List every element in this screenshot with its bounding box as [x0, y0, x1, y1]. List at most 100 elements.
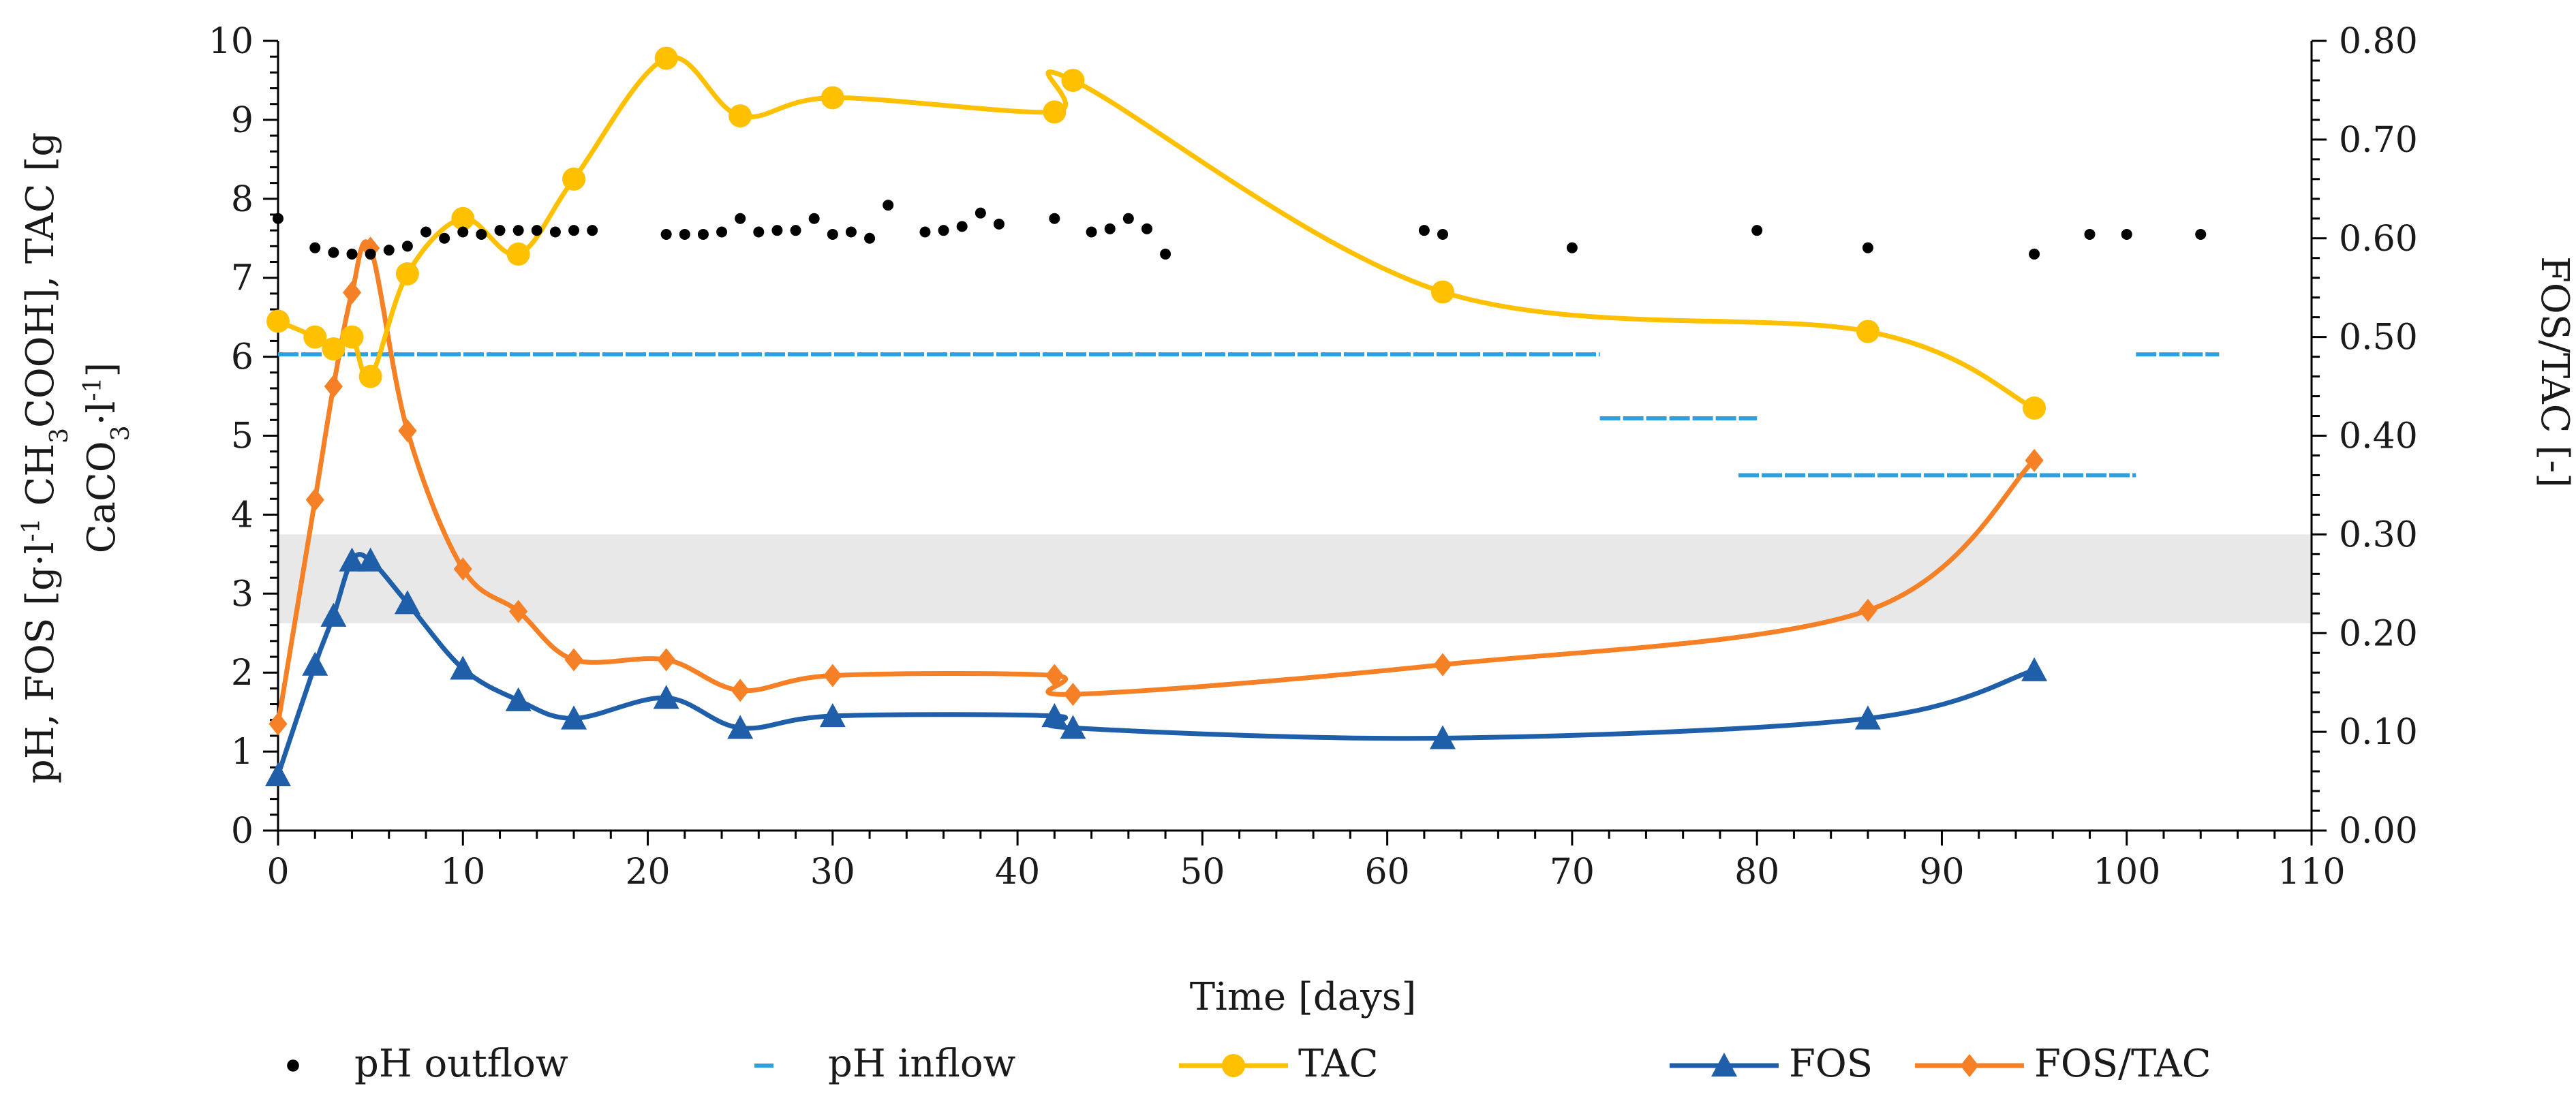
ph-outflow-point: [975, 207, 986, 219]
y-axis-left-title-part: -1: [79, 377, 107, 401]
fos-tac-point: [509, 600, 528, 623]
fos-point: [819, 702, 846, 728]
fos-tac-point: [324, 375, 343, 399]
ph-outflow-point: [383, 245, 395, 256]
y-right-tick-label: 0.00: [2339, 811, 2418, 852]
fos-tac-point: [731, 679, 750, 702]
ph-outflow-point: [919, 226, 931, 238]
fos-tac-point: [1045, 664, 1064, 687]
y-axis-left-title-part: 3: [46, 428, 74, 444]
y-axis-right-title: FOS/TAC [-]: [2532, 256, 2576, 488]
fos-point: [2021, 657, 2048, 681]
y-axis-left-title-part: -1: [18, 518, 46, 542]
ph-outflow-point: [808, 213, 820, 224]
ph-outflow-point: [2195, 228, 2207, 240]
x-axis-title: Time [days]: [1190, 975, 1417, 1019]
y-left-tick-label: 4: [231, 495, 254, 536]
ph-outflow-point: [420, 226, 432, 238]
legend-item-fos: FOS: [1670, 1042, 1873, 1086]
fos-point: [653, 685, 679, 709]
fos-point: [561, 705, 587, 730]
ph-outflow-point: [864, 232, 876, 244]
ph-outflow-point: [883, 200, 894, 211]
ph-outflow-point: [1751, 225, 1763, 236]
fos-tac-point: [305, 488, 324, 512]
tac-point: [1061, 68, 1085, 92]
fos-point: [450, 655, 476, 680]
ph-outflow-point: [1566, 242, 1578, 253]
legend-item-fos-tac: FOS/TAC: [1915, 1042, 2211, 1086]
y-right-tick-label: 0.40: [2339, 416, 2418, 457]
legend-label: FOS/TAC: [2034, 1042, 2211, 1086]
ph-outflow-point: [401, 241, 413, 252]
y-left-tick-label: 9: [231, 100, 254, 141]
y-left-tick-label: 3: [231, 574, 254, 615]
ph-outflow-point: [2121, 228, 2132, 240]
ph-outflow-point: [938, 225, 949, 236]
fos-tac-point: [1063, 683, 1083, 707]
legend: pH outflow pH inflow TAC FOS FOS/TAC: [287, 1042, 2211, 1086]
ph-outflow-point: [1086, 226, 1097, 238]
y-right-tick-label: 0.10: [2339, 712, 2418, 753]
legend-label: FOS: [1789, 1042, 1873, 1086]
ph-outflow-point: [476, 228, 487, 240]
tac-point: [322, 337, 346, 361]
tac-point: [451, 206, 475, 230]
tac-point: [562, 167, 586, 191]
ph-outflow-point: [1049, 213, 1060, 224]
legend-label: TAC: [1298, 1042, 1379, 1086]
tac-point: [358, 365, 382, 388]
legend-swatch-marker: [1711, 1053, 1737, 1077]
y-left-tick-label: 10: [209, 21, 254, 62]
fos-point: [1060, 715, 1086, 739]
ph-outflow-point: [587, 225, 598, 236]
y-right-tick-label: 0.70: [2339, 120, 2418, 161]
ph-outflow-point: [328, 247, 339, 258]
ph-outflow-point: [956, 221, 968, 232]
tac-point: [395, 262, 419, 285]
ph-outflow-point: [1862, 242, 1873, 253]
ph-outflow-point: [735, 213, 746, 224]
y-right-tick-label: 0.30: [2339, 514, 2418, 555]
fos-point: [320, 602, 347, 627]
y-axis-left-title-part: 3: [107, 425, 135, 441]
ph-outflow-point: [1418, 225, 1430, 236]
y-axis-left-title-part: l: [18, 542, 63, 554]
fos-point: [505, 687, 532, 711]
y-right-tick-label: 0.60: [2339, 219, 2418, 260]
shaded-band: [278, 534, 2312, 623]
tac-point: [1043, 100, 1067, 124]
y-axis-left-title-part: COOH], TAC [g: [18, 132, 63, 428]
ph-outflow-point: [365, 248, 376, 260]
tac-point: [1856, 320, 1880, 343]
x-tick-label: 110: [2278, 852, 2345, 893]
fos-point: [339, 547, 365, 572]
x-tick-label: 20: [625, 852, 670, 893]
legend-item-tac: TAC: [1179, 1042, 1379, 1086]
y-left-tick-label: 5: [231, 416, 254, 457]
fos-point: [357, 547, 384, 572]
fos-tac-point: [1433, 653, 1452, 677]
x-tick-label: 70: [1550, 852, 1595, 893]
ph-outflow-point: [1122, 213, 1134, 224]
ph-outflow-point: [457, 226, 469, 238]
ph-outflow-point: [2084, 228, 2096, 240]
y-left-tick-label: 6: [231, 337, 254, 378]
fos-point: [265, 762, 291, 787]
ph-outflow-point: [660, 228, 672, 240]
legend-swatch-marker: [1222, 1054, 1245, 1077]
legend-swatch: [287, 1059, 299, 1072]
y-left-tick-label: 7: [231, 258, 254, 299]
tac-point: [729, 104, 752, 128]
tick-labels: 0 10 20 30 40 50 60 70 80 90 100 110 0 1 2 3 4 5 6 7 8 9 10 0.0…: [209, 21, 2418, 893]
ph-outflow-point: [1141, 223, 1152, 234]
ph-outflow-point: [2029, 248, 2040, 260]
fos-point: [302, 651, 328, 676]
ph-outflow-point: [697, 228, 709, 240]
ph-outflow-point: [512, 225, 524, 236]
ph-outflow-point: [549, 226, 561, 238]
ph-outflow-point: [494, 225, 506, 236]
y-left-tick-label: 1: [231, 732, 254, 773]
fos-tac-point: [453, 557, 472, 581]
